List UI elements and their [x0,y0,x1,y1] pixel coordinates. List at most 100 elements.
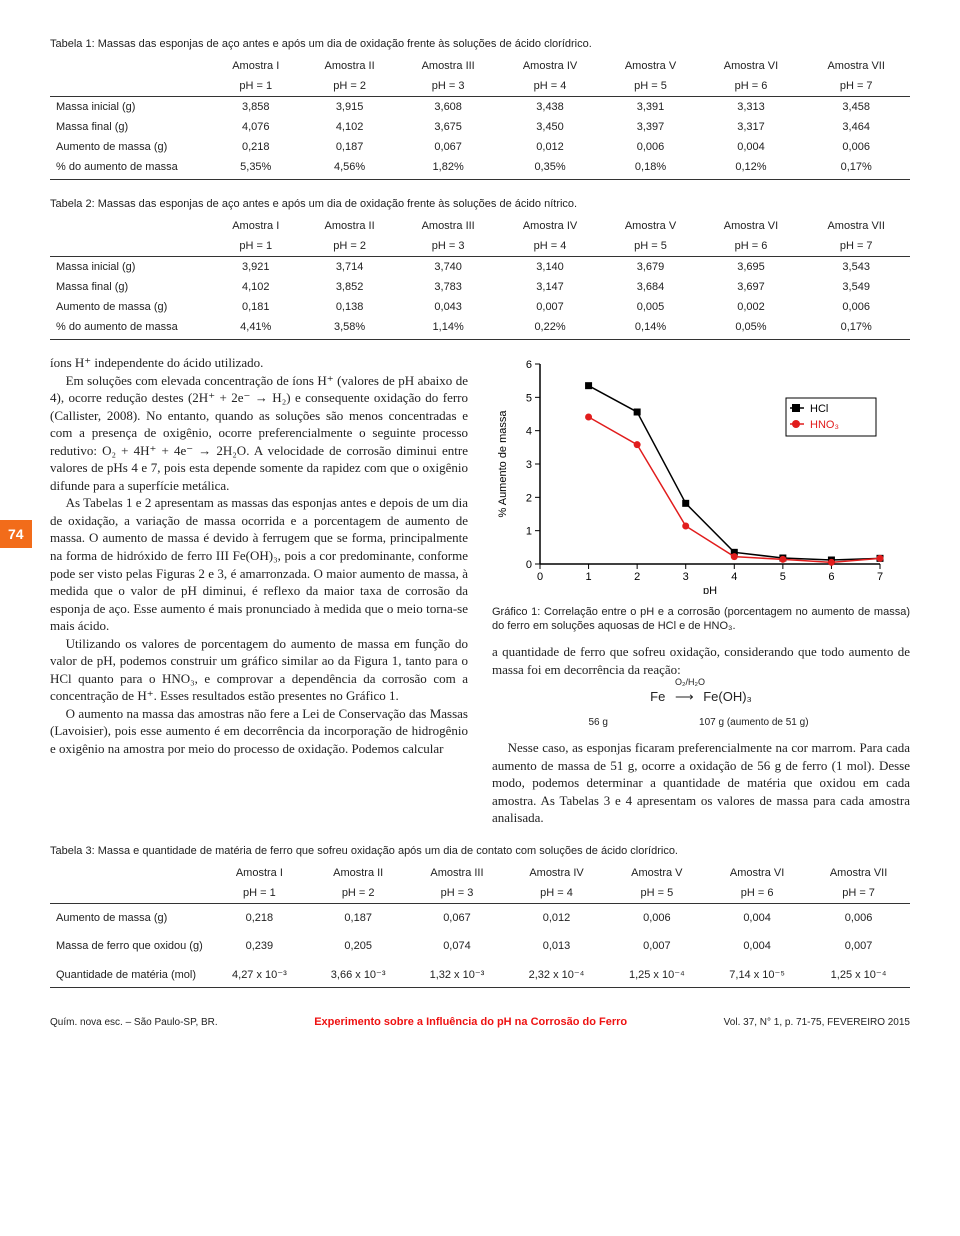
cell: 0,22% [499,317,602,340]
table-row: Massa final (g)4,1023,8523,7833,1473,684… [50,277,910,297]
cell: 3,397 [601,117,699,137]
row-label: Aumento de massa (g) [50,297,210,317]
svg-text:pH: pH [703,585,717,594]
cell: 2,32 x 10⁻⁴ [506,960,606,988]
cell: 3,58% [301,317,397,340]
table-col-header: Amostra III [398,56,499,76]
row-label: Massa final (g) [50,277,210,297]
svg-text:4: 4 [731,571,737,583]
svg-text:1: 1 [526,526,532,538]
svg-text:7: 7 [877,571,883,583]
cell: 0,013 [506,932,606,960]
cell: 0,007 [499,297,602,317]
cell: 1,32 x 10⁻³ [408,960,507,988]
table-col-header: Amostra VI [707,863,807,883]
cell: 0,007 [807,932,910,960]
cell: 3,740 [398,257,499,278]
table-col-subheader: pH = 6 [700,76,803,97]
cell: 3,458 [802,97,910,118]
svg-text:2: 2 [526,492,532,504]
cell: 5,35% [210,157,301,180]
cell: 0,007 [607,932,707,960]
svg-text:HCl: HCl [810,403,828,415]
svg-text:3: 3 [683,571,689,583]
body-paragraph: Utilizando os valores de porcentagem do … [50,635,468,705]
table-col-header: Amostra III [408,863,507,883]
eq-sub-right: 107 g (aumento de 51 g) [674,716,834,730]
table-col-header: Amostra I [210,56,301,76]
table-col-header: Amostra I [210,216,301,236]
table-col-header: Amostra VI [700,216,803,236]
row-label: Massa de ferro que oxidou (g) [50,932,210,960]
cell: 0,012 [506,904,606,933]
cell: 7,14 x 10⁻⁵ [707,960,807,988]
cell: 0,006 [802,137,910,157]
right-para-1: a quantidade de ferro que sofreu oxidaçã… [492,643,910,678]
cell: 0,187 [309,904,408,933]
cell: 3,675 [398,117,499,137]
cell: 0,17% [802,157,910,180]
table-col-header: Amostra I [210,863,309,883]
svg-text:5: 5 [526,392,532,404]
svg-text:6: 6 [526,359,532,371]
table-col-header: Amostra VI [700,56,803,76]
table-row: Massa final (g)4,0764,1023,6753,4503,397… [50,117,910,137]
svg-text:4: 4 [526,426,532,438]
table-col-subheader: pH = 2 [301,236,397,257]
cell: 0,181 [210,297,301,317]
body-paragraph: Em soluções com elevada concentração de … [50,372,468,495]
table-col-subheader: pH = 1 [210,236,301,257]
cell: 3,543 [802,257,910,278]
table3-title: Tabela 3: Massa e quantidade de matéria … [50,845,910,857]
cell: 3,549 [802,277,910,297]
cell: 3,697 [700,277,803,297]
table-col-subheader: pH = 1 [210,76,301,97]
table-col-header: Amostra V [601,216,699,236]
arrow-icon: ⟶ [675,689,694,704]
eq-right: Fe(OH)₃ [703,689,752,704]
table-col-header: Amostra IV [499,56,602,76]
table-row: Aumento de massa (g)0,2180,1870,0670,012… [50,137,910,157]
right-para-2: Nesse caso, as esponjas ficaram preferen… [492,739,910,827]
table-col-header: Amostra IV [499,216,602,236]
cell: 0,074 [408,932,507,960]
table-col-subheader: pH = 7 [802,236,910,257]
table2-title: Tabela 2: Massas das esponjas de aço ant… [50,198,910,210]
cell: 3,317 [700,117,803,137]
cell: 3,147 [499,277,602,297]
table-col-subheader: pH = 4 [499,236,602,257]
cell: 3,391 [601,97,699,118]
table-row: Aumento de massa (g)0,1810,1380,0430,007… [50,297,910,317]
table-col-header: Amostra IV [506,863,606,883]
cell: 0,067 [408,904,507,933]
cell: 0,006 [802,297,910,317]
body-paragraph: As Tabelas 1 e 2 apresentam as massas da… [50,494,468,634]
cell: 0,006 [607,904,707,933]
table-row: % do aumento de massa4,41%3,58%1,14%0,22… [50,317,910,340]
table3: Amostra IAmostra IIAmostra IIIAmostra IV… [50,863,910,988]
cell: 0,138 [301,297,397,317]
table-row: Massa inicial (g)3,9213,7143,7403,1403,6… [50,257,910,278]
cell: 0,05% [700,317,803,340]
eq-left: Fe [650,689,665,704]
svg-text:% Aumento de massa: % Aumento de massa [497,410,509,518]
table-col-subheader: pH = 4 [506,883,606,904]
row-label: Massa inicial (g) [50,257,210,278]
cell: 0,005 [601,297,699,317]
cell: 3,313 [700,97,803,118]
cell: 0,002 [700,297,803,317]
body-left-column: íons H⁺ independente do ácido utilizado.… [50,354,468,827]
cell: 0,043 [398,297,499,317]
cell: 4,076 [210,117,301,137]
table-col-subheader: pH = 1 [210,883,309,904]
cell: 0,004 [707,904,807,933]
row-label: Quantidade de matéria (mol) [50,960,210,988]
eq-sub-left: 56 g [568,716,628,730]
cell: 0,218 [210,904,309,933]
row-label: Massa inicial (g) [50,97,210,118]
table-col-header: Amostra III [398,216,499,236]
body-paragraph: íons H⁺ independente do ácido utilizado. [50,354,468,372]
table-col-subheader: pH = 4 [499,76,602,97]
table-row: Massa de ferro que oxidou (g)0,2390,2050… [50,932,910,960]
cell: 3,921 [210,257,301,278]
